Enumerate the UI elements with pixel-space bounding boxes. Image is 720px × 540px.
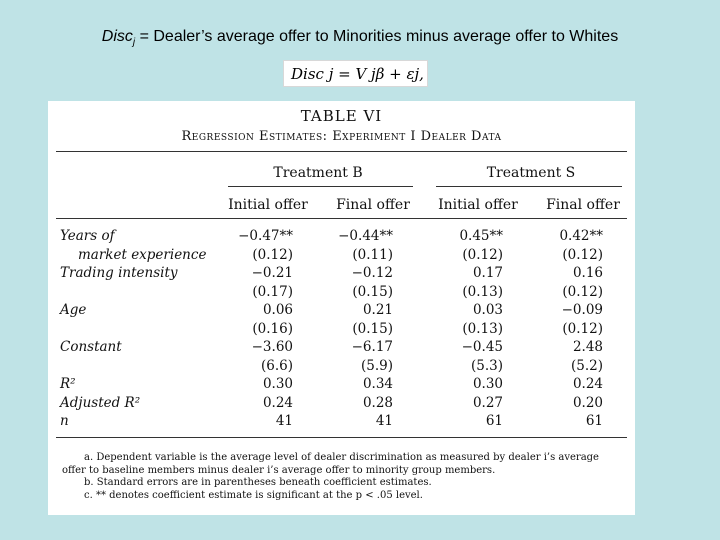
row-label: Age <box>60 302 87 318</box>
row-label: R² <box>60 376 76 392</box>
cell: 0.20 <box>572 394 603 411</box>
table-row: Adjusted R² 0.24 0.28 0.27 0.20 <box>48 395 635 414</box>
cell: (0.13) <box>462 320 503 337</box>
slide-headline: Discj = Dealer’s average offer to Minori… <box>0 28 720 48</box>
cell: (0.12) <box>562 320 603 337</box>
table-row: Age 0.06 0.21 0.03 −0.09 <box>48 302 635 321</box>
cell: (5.2) <box>570 357 603 374</box>
cell: 41 <box>275 413 293 429</box>
cell: −0.45 <box>461 339 503 355</box>
cell: 0.06 <box>262 302 293 318</box>
group-rule-b <box>228 186 413 187</box>
note-b: b. Standard errors are in parentheses be… <box>84 477 432 488</box>
cell: (6.6) <box>260 357 293 374</box>
table-caption: TABLE VI <box>300 107 383 125</box>
cell: 0.42** <box>559 228 603 244</box>
cell: −0.47** <box>238 228 293 244</box>
note-a-cont: offer to baseline members minus dealer i… <box>62 464 496 476</box>
group-rule-s <box>436 186 622 187</box>
cell: 0.24 <box>572 376 603 392</box>
headline-disc: Disc <box>101 28 133 45</box>
cell: (0.12) <box>562 283 603 300</box>
cell: 0.17 <box>472 265 503 281</box>
group-header-treatment-b: Treatment B <box>273 165 363 181</box>
cell: −0.21 <box>251 265 293 281</box>
table-row: Trading intensity −0.21 −0.12 0.17 0.16 <box>48 265 635 284</box>
row-label: Trading intensity <box>60 265 178 281</box>
cell: (0.15) <box>352 320 393 337</box>
cell: −3.60 <box>251 339 293 355</box>
cell: 0.03 <box>472 302 503 318</box>
top-rule <box>56 151 627 152</box>
table-row: (0.16) (0.15) (0.13) (0.12) <box>48 321 635 340</box>
column-header-final-s: Final offer <box>546 197 620 213</box>
cell: (0.12) <box>462 246 503 263</box>
cell: −0.09 <box>561 302 603 318</box>
cell: 0.45** <box>459 228 503 244</box>
cell: (5.3) <box>470 357 503 374</box>
note-a: a. Dependent variable is the average lev… <box>84 452 599 463</box>
table-row: n 41 41 61 61 <box>48 413 635 432</box>
cell: 0.24 <box>262 394 293 411</box>
table-row: (0.17) (0.15) (0.13) (0.12) <box>48 284 635 303</box>
column-header-initial-b: Initial offer <box>228 197 308 213</box>
table-image-panel: TABLE VI Regression Estimates: Experimen… <box>48 101 635 515</box>
cell: (0.12) <box>562 246 603 263</box>
table-row: market experience (0.12) (0.11) (0.12) (… <box>48 247 635 266</box>
cell: −0.12 <box>351 265 393 281</box>
cell: (0.16) <box>252 320 293 337</box>
cell: (0.13) <box>462 283 503 300</box>
cell: −0.44** <box>338 228 393 244</box>
cell: (0.11) <box>352 246 393 263</box>
cell: 61 <box>485 413 503 429</box>
cell: −6.17 <box>351 339 393 355</box>
headline-subscript: j <box>132 37 136 49</box>
header-rule <box>56 218 627 219</box>
cell: 61 <box>585 413 603 429</box>
cell: (5.9) <box>360 357 393 374</box>
headline-text: = Dealer’s average offer to Minorities m… <box>135 28 619 45</box>
cell: 0.27 <box>472 394 503 411</box>
row-label: Adjusted R² <box>60 394 141 411</box>
table-row: R² 0.30 0.34 0.30 0.24 <box>48 376 635 395</box>
row-label: n <box>60 413 69 429</box>
table-notes: a. Dependent variable is the average lev… <box>62 452 627 502</box>
cell: 0.21 <box>362 302 393 318</box>
cell: 0.30 <box>472 376 503 392</box>
row-label: market experience <box>78 246 207 263</box>
cell: (0.12) <box>252 246 293 263</box>
cell: (0.15) <box>352 283 393 300</box>
column-header-initial-s: Initial offer <box>438 197 518 213</box>
column-header-final-b: Final offer <box>336 197 410 213</box>
cell: 2.48 <box>572 339 603 355</box>
cell: (0.17) <box>252 283 293 300</box>
table-row: Constant −3.60 −6.17 −0.45 2.48 <box>48 339 635 358</box>
cell: 0.34 <box>362 376 393 392</box>
group-header-treatment-s: Treatment S <box>486 165 576 181</box>
cell: 0.16 <box>572 265 603 281</box>
bottom-rule <box>56 437 627 438</box>
table-row: Years of −0.47** −0.44** 0.45** 0.42** <box>48 228 635 247</box>
table-row: (6.6) (5.9) (5.3) (5.2) <box>48 358 635 377</box>
note-c: c. ** denotes coefficient estimate is si… <box>84 489 423 501</box>
cell: 0.28 <box>362 394 393 411</box>
regression-formula: Disc j = V jβ + εj, <box>283 60 428 87</box>
row-label: Years of <box>60 228 115 244</box>
cell: 0.30 <box>262 376 293 392</box>
row-label: Constant <box>60 339 122 355</box>
table-subcaption: Regression Estimates: Experiment I Deale… <box>181 129 502 144</box>
cell: 41 <box>375 413 393 429</box>
